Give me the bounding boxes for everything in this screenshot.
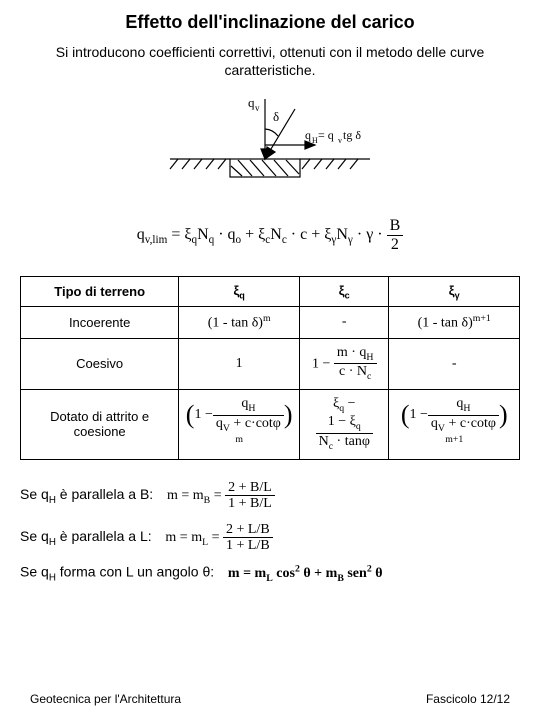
- svg-text:δ: δ: [273, 109, 279, 124]
- condition-l: Se qH è parallela a L: m = mL = 2 + L/B1…: [20, 522, 520, 554]
- table-header-row: Tipo di terreno ξq ξc ξγ: [21, 276, 520, 307]
- cell: -: [300, 307, 389, 339]
- cell: (1 - tan δ)m+1: [389, 307, 520, 339]
- svg-text:v: v: [338, 136, 342, 145]
- condition-theta: Se qH forma con L un angolo θ: m = mL co…: [20, 563, 520, 583]
- cell: 1: [179, 338, 300, 389]
- load-inclination-diagram: q v δ q H = q v tg δ: [160, 89, 380, 199]
- table-row: Incoerente (1 - tan δ)m - (1 - tan δ)m+1: [21, 307, 520, 339]
- svg-text:q: q: [305, 128, 311, 142]
- footer-right: Fascicolo 12/12: [426, 692, 510, 706]
- row-label: Incoerente: [21, 307, 179, 339]
- cell: (1 − qHqV + c·cotφ)m+1: [389, 389, 520, 459]
- cell: 1 − m · qHc · Nc: [300, 338, 389, 389]
- cell: -: [389, 338, 520, 389]
- cell: ξq − 1 − ξqNc · tanφ: [300, 389, 389, 459]
- footer-left: Geotecnica per l'Architettura: [30, 692, 181, 706]
- condition-b: Se qH è parallela a B: m = mB = 2 + B/L1…: [20, 480, 520, 512]
- svg-text:v: v: [255, 103, 260, 113]
- coefficients-table: Tipo di terreno ξq ξc ξγ Incoerente (1 -…: [20, 276, 520, 460]
- svg-text:= q: = q: [318, 128, 334, 142]
- cell: (1 - tan δ)m: [179, 307, 300, 339]
- table-row: Dotato di attrito e coesione (1 − qHqV +…: [21, 389, 520, 459]
- table-row: Coesivo 1 1 − m · qHc · Nc -: [21, 338, 520, 389]
- row-label: Coesivo: [21, 338, 179, 389]
- svg-text:tg δ: tg δ: [343, 128, 361, 142]
- page-title: Effetto dell'inclinazione del carico: [20, 12, 520, 33]
- main-equation: qv,lim = ξqNq · qo + ξcNc · c + ξγNγ · γ…: [20, 217, 520, 253]
- col-xi-gamma: ξγ: [389, 276, 520, 307]
- row-label: Dotato di attrito e coesione: [21, 389, 179, 459]
- cell: (1 − qHqV + c·cotφ)m: [179, 389, 300, 459]
- col-xi-q: ξq: [179, 276, 300, 307]
- subtitle: Si introducono coefficienti correttivi, …: [40, 43, 500, 79]
- col-xi-c: ξc: [300, 276, 389, 307]
- svg-text:q: q: [248, 95, 255, 110]
- col-tipo: Tipo di terreno: [21, 276, 179, 307]
- page-footer: Geotecnica per l'Architettura Fascicolo …: [30, 692, 510, 706]
